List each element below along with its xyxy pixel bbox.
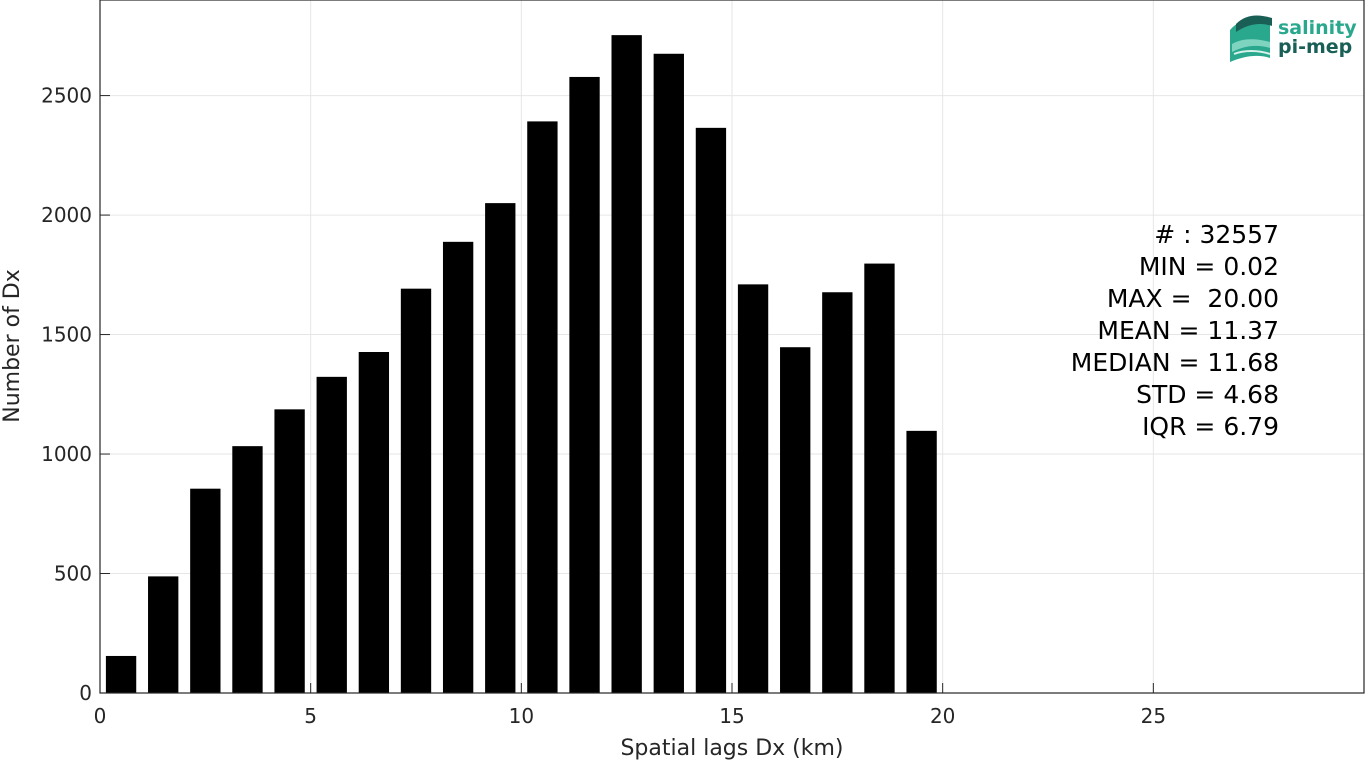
bar-15: [737, 284, 769, 693]
y-tick-label-0: 0: [79, 681, 92, 705]
bar-0: [105, 655, 137, 693]
grid: [100, 0, 1364, 693]
x-tick-label-5: 25: [1141, 704, 1166, 728]
stat-line-6: IQR = 6.79: [1142, 412, 1279, 441]
bar-13: [653, 53, 684, 694]
bar-17: [822, 292, 853, 693]
bar-3: [232, 446, 263, 693]
y-axis-ticks: 0 500 1000 1500 2000 2500: [41, 84, 110, 705]
stats-annotation: # : 32557 MIN = 0.02 MAX = 20.00 MEAN = 11.…: [1071, 220, 1279, 441]
bar-18: [864, 263, 895, 693]
x-tick-label-0: 0: [94, 704, 107, 728]
y-tick-label-2: 1000: [41, 442, 92, 466]
bar-2: [190, 488, 221, 693]
logo-text-salinity: salinity: [1278, 17, 1357, 39]
x-axis-ticks: 0 5 10 15 20 25: [94, 683, 1166, 728]
bars: [105, 35, 937, 694]
stat-line-0: # : 32557: [1154, 220, 1279, 249]
x-tick-label-1: 5: [304, 704, 317, 728]
stat-line-5: STD = 4.68: [1136, 380, 1279, 409]
y-tick-label-1: 500: [54, 562, 92, 586]
y-tick-label-4: 2000: [41, 203, 92, 227]
bar-10: [527, 121, 558, 694]
bar-4: [274, 409, 305, 693]
salinity-pi-mep-logo: salinity pi-mep: [1230, 15, 1357, 62]
y-tick-label-5: 2500: [41, 84, 92, 108]
bar-5: [316, 376, 347, 693]
stat-line-3: MEAN = 11.37: [1097, 316, 1279, 345]
y-tick-label-3: 1500: [41, 323, 92, 347]
bar-7: [400, 288, 432, 693]
bar-1: [148, 576, 179, 693]
x-tick-label-2: 10: [509, 704, 534, 728]
x-axis-label: Spatial lags Dx (km): [620, 736, 843, 761]
bar-8: [442, 241, 474, 693]
stat-line-4: MEDIAN = 11.68: [1071, 348, 1279, 377]
bar-16: [780, 347, 811, 693]
bar-12: [611, 35, 642, 693]
bar-14: [695, 127, 727, 693]
logo-wave-icon: [1230, 15, 1272, 62]
x-tick-label-4: 20: [930, 704, 955, 728]
y-axis-label: Number of Dx: [0, 269, 25, 423]
bar-6: [358, 351, 390, 693]
stat-line-1: MIN = 0.02: [1139, 252, 1279, 281]
bar-11: [569, 76, 600, 693]
bar-9: [485, 203, 516, 693]
logo-text-pimep: pi-mep: [1278, 36, 1352, 58]
stat-line-2: MAX = 20.00: [1107, 284, 1279, 313]
x-tick-label-3: 15: [719, 704, 744, 728]
bar-19: [906, 430, 937, 693]
